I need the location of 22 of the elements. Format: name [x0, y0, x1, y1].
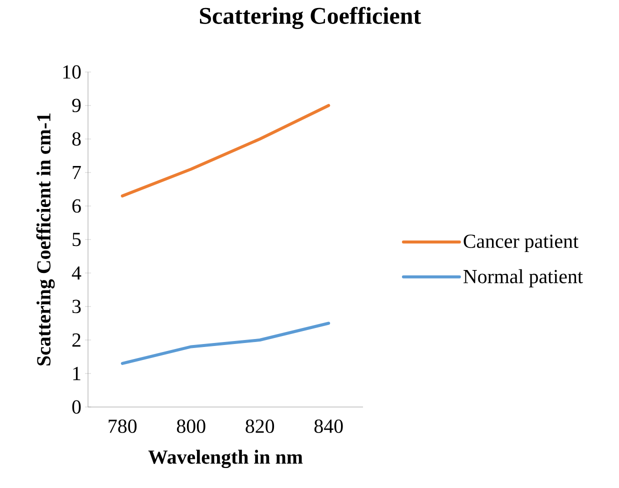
y-tick-label: 4 [72, 266, 82, 280]
chart-title: Scattering Coefficient [200, 6, 422, 29]
y-tick-label: 7 [72, 166, 81, 180]
y-tick-label: 9 [72, 98, 81, 112]
y-tick-label: 5 [72, 232, 81, 246]
x-axis-title: Wavelength in nm [148, 450, 303, 468]
y-tick-label: 3 [72, 300, 81, 314]
y-tick-label: 10 [63, 65, 81, 79]
legend-label: Normal patient [464, 269, 583, 288]
legend-label: Cancer patient [464, 234, 578, 252]
y-axis-title: Scattering Coefficient in cm-1 [36, 114, 55, 366]
y-tick-label: 2 [72, 333, 80, 347]
line-series [120, 104, 330, 198]
line-series [120, 322, 330, 365]
y-tick-label: 0 [72, 400, 81, 414]
y-tick-label: 6 [72, 199, 81, 213]
x-tick-label: 840 [314, 420, 343, 433]
y-tick-label: 8 [72, 132, 81, 146]
x-tick-label: 820 [246, 420, 274, 433]
y-tick-label: 1 [73, 366, 80, 380]
x-tick-label: 780 [108, 420, 137, 433]
x-tick-label: 800 [176, 420, 206, 433]
